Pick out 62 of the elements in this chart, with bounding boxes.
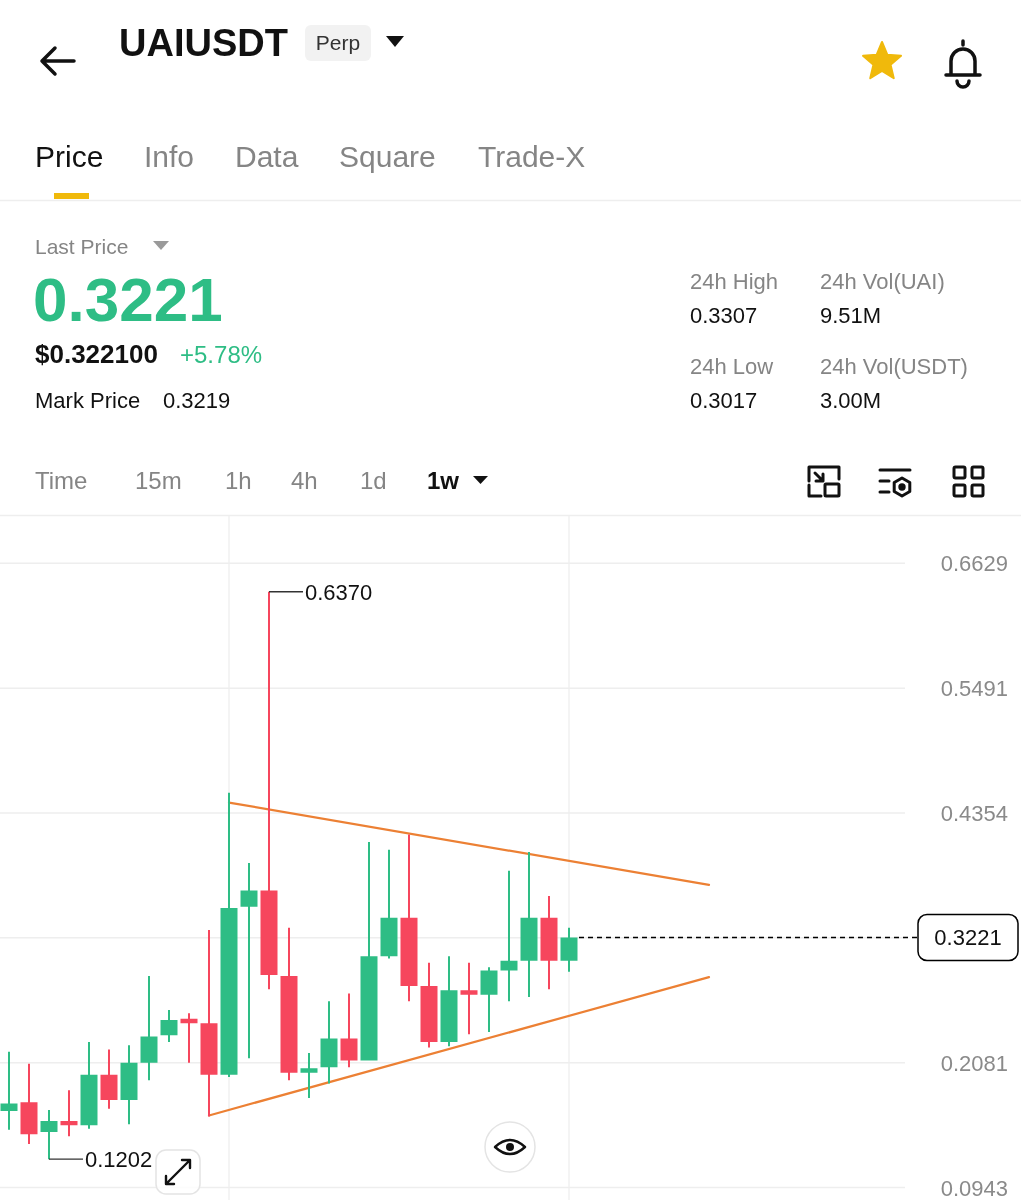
text: 24h High <box>690 269 779 294</box>
candlestick <box>360 842 378 1061</box>
text: $0.322100 <box>35 339 158 369</box>
text: 9.51M <box>820 303 882 328</box>
y-tick-label: 0.2081 <box>940 1050 1008 1076</box>
text: 1h <box>225 467 252 494</box>
text: 0.3017 <box>690 388 758 413</box>
text: Last Price <box>35 235 129 258</box>
text: 0.3221 <box>33 265 223 334</box>
candlestick <box>500 870 518 1002</box>
candlestick <box>80 1041 98 1129</box>
candlestick <box>320 1001 338 1084</box>
text: Info <box>144 140 195 173</box>
candlestick <box>280 927 298 1081</box>
candlestick <box>200 929 218 1117</box>
text: UAIUSDT <box>119 22 288 64</box>
candlestick <box>460 962 478 1035</box>
candlestick <box>20 1063 38 1145</box>
candlestick <box>300 1052 318 1098</box>
annotation: 0.6370 <box>305 579 373 605</box>
candlestick <box>120 1045 138 1125</box>
candlestick <box>440 956 458 1047</box>
text: 15m <box>135 467 182 494</box>
text: 4h <box>291 467 318 494</box>
candlestick <box>60 1090 78 1137</box>
text: Time <box>35 467 88 494</box>
text: Data <box>235 140 299 173</box>
text: 24h Vol(USDT) <box>820 354 968 379</box>
text: 3.00M <box>820 388 882 413</box>
candlestick <box>0 1051 18 1130</box>
candlestick <box>260 591 278 990</box>
text: Square <box>339 140 436 173</box>
text: 1d <box>360 467 387 494</box>
text: 24h Low <box>690 354 774 379</box>
text: 1w <box>427 467 460 494</box>
candlestick <box>380 849 398 959</box>
candlestick <box>140 976 158 1081</box>
y-tick-label: 0.0943 <box>940 1175 1008 1200</box>
candlestick <box>100 1049 118 1109</box>
candlestick <box>480 967 498 1033</box>
text: Price <box>35 140 104 173</box>
y-tick-label: 0.5491 <box>940 675 1008 701</box>
text: 0.3219 <box>163 388 231 413</box>
annotation: 0.1202 <box>85 1146 153 1172</box>
candlestick <box>340 993 358 1068</box>
candlestick <box>560 927 578 972</box>
text: 24h Vol(UAI) <box>820 269 945 294</box>
text: 0.3307 <box>690 303 758 328</box>
y-tick-label: 0.4354 <box>940 800 1008 826</box>
text: Trade-X <box>478 140 586 173</box>
candlestick <box>180 1013 198 1063</box>
ref-line-label: 0.3221 <box>934 924 1002 950</box>
candlestick <box>540 895 558 990</box>
text: +5.78% <box>180 341 263 368</box>
candlestick <box>420 962 438 1048</box>
candlestick <box>40 1109 58 1160</box>
candlestick <box>520 851 538 997</box>
text: Perp <box>315 31 361 54</box>
candlestick <box>400 834 418 1002</box>
candlestick <box>240 862 258 1059</box>
y-tick-label: 0.6629 <box>940 550 1008 576</box>
text: Mark Price <box>35 388 141 413</box>
